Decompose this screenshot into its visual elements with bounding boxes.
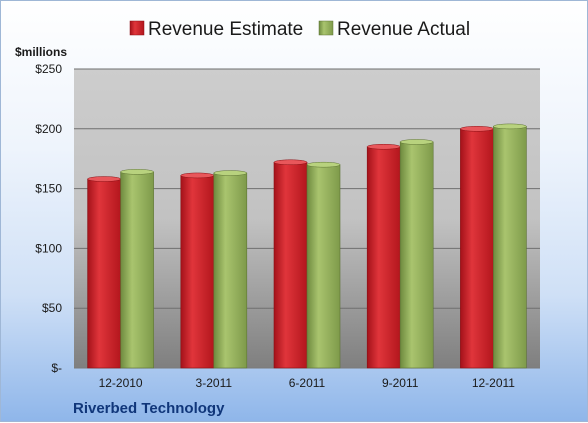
bar-revenue-estimate	[273, 161, 308, 369]
bar-cap-revenue-actual	[213, 170, 248, 176]
bar-revenue-estimate	[87, 178, 121, 369]
y-tick-label: $200	[35, 122, 62, 136]
bar-revenue-estimate	[180, 175, 215, 369]
bar-revenue-estimate	[460, 128, 494, 369]
legend-swatch-revenue-estimate	[129, 20, 145, 36]
bar-revenue-actual	[493, 126, 527, 369]
bar-cap-revenue-actual	[493, 123, 527, 130]
x-tick-label: 6-2011	[289, 376, 326, 390]
legend-swatch-revenue-actual	[318, 20, 334, 36]
x-tick-label: 12-2011	[472, 376, 515, 390]
y-tick-label: $150	[35, 182, 62, 196]
legend-label-revenue-estimate: Revenue Estimate	[148, 19, 303, 40]
bar-revenue-actual	[399, 141, 434, 369]
bar-cap-revenue-estimate	[273, 159, 308, 166]
bar-cap-revenue-estimate	[87, 176, 121, 182]
legend-label-revenue-actual: Revenue Actual	[337, 19, 470, 40]
bar-series	[87, 123, 527, 369]
x-axis-tick-labels: 12-2010 3-2011 6-2011 9-2011 12-2011	[99, 376, 516, 390]
bar-cap-revenue-actual	[399, 139, 434, 145]
bar-revenue-actual	[306, 164, 341, 369]
bar-cap-revenue-estimate	[180, 172, 215, 179]
y-tick-label: $-	[51, 361, 62, 375]
bar-revenue-estimate	[366, 146, 401, 369]
x-tick-label: 3-2011	[196, 376, 233, 390]
y-axis-unit-label: $millions	[15, 45, 67, 59]
x-tick-label: 12-2010	[99, 376, 143, 390]
x-tick-label: 9-2011	[382, 376, 419, 390]
bar-revenue-actual	[213, 172, 248, 369]
bar-cap-revenue-estimate	[460, 126, 494, 132]
y-tick-label: $250	[35, 62, 62, 76]
bar-cap-revenue-actual	[306, 161, 341, 168]
bar-revenue-actual	[120, 171, 154, 369]
chart-legend: Revenue Estimate Revenue Actual	[129, 19, 470, 40]
bar-cap-revenue-actual	[120, 169, 154, 175]
y-tick-label: $50	[42, 301, 62, 315]
company-name: Riverbed Technology	[73, 400, 225, 417]
y-tick-label: $100	[35, 241, 62, 255]
y-axis-tick-labels: $250 $200 $150 $100 $50 $-	[35, 62, 62, 375]
bar-cap-revenue-estimate	[366, 143, 401, 150]
